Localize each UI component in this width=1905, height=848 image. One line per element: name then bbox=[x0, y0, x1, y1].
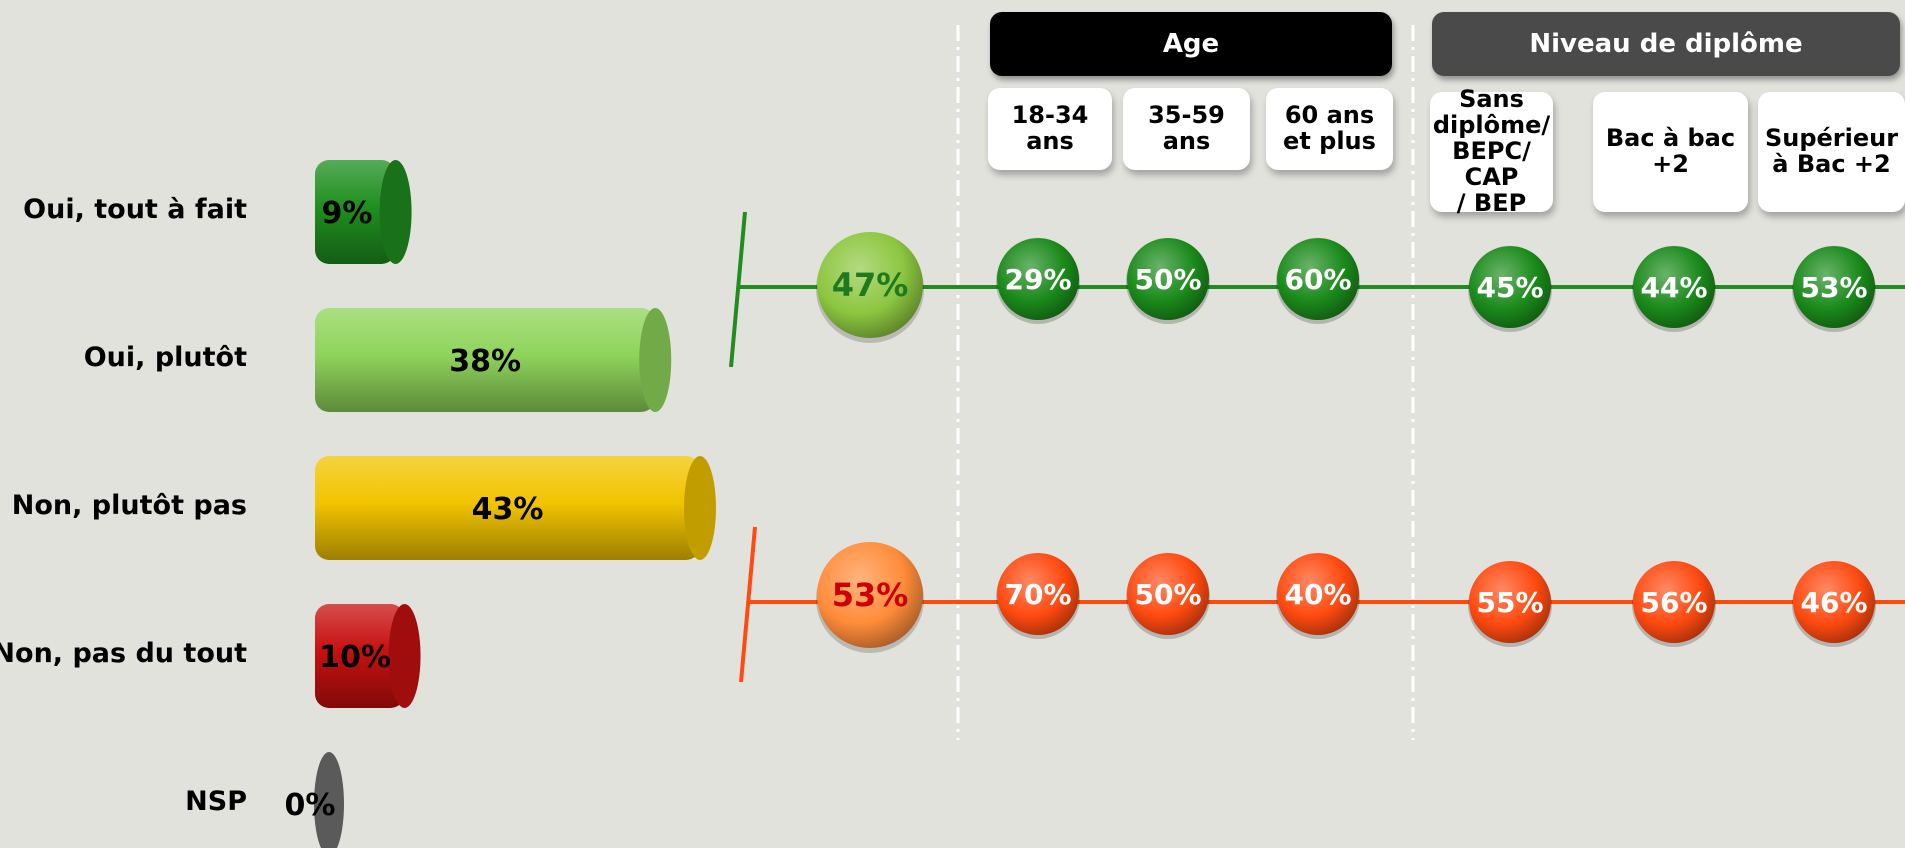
category-label: NSP bbox=[185, 786, 247, 817]
data-value-label: 46% bbox=[1800, 586, 1867, 619]
row-bracket bbox=[739, 526, 757, 683]
bar-1: 38% bbox=[315, 308, 672, 412]
bar-value-label: 43% bbox=[472, 492, 544, 527]
bar-value-label: 0% bbox=[285, 788, 336, 823]
bar-3: 10% bbox=[315, 604, 421, 708]
bar-value-label: 9% bbox=[322, 196, 373, 231]
total-bubble: 47% bbox=[816, 232, 924, 343]
category-label: Oui, tout à fait bbox=[23, 194, 247, 225]
data-bubble: 70% bbox=[996, 553, 1080, 639]
column-header: Supérieur à Bac +2 bbox=[1758, 92, 1905, 212]
column-header: 60 ans et plus bbox=[1266, 88, 1393, 170]
total-value-label: 53% bbox=[832, 576, 909, 614]
category-label: Non, plutôt pas bbox=[11, 490, 247, 521]
bar-body bbox=[315, 456, 700, 560]
bar-value-label: 38% bbox=[449, 344, 521, 379]
bar-cap bbox=[684, 456, 716, 560]
data-value-label: 29% bbox=[1004, 263, 1071, 296]
row-bracket bbox=[729, 211, 747, 368]
bar-body bbox=[315, 604, 405, 708]
category-label: Non, pas du tout bbox=[0, 638, 247, 669]
data-bubble: 53% bbox=[1792, 246, 1876, 332]
data-bubble: 45% bbox=[1468, 246, 1552, 332]
data-bubble: 46% bbox=[1792, 561, 1876, 647]
data-bubble: 60% bbox=[1276, 238, 1360, 324]
bar-cap bbox=[388, 604, 421, 708]
column-header: 18-34 ans bbox=[988, 88, 1112, 170]
column-header: 35-59 ans bbox=[1123, 88, 1250, 170]
data-bubble: 50% bbox=[1126, 553, 1210, 639]
bar-4: 0% bbox=[285, 752, 344, 848]
group-header: Niveau de diplôme bbox=[1432, 12, 1900, 76]
data-value-label: 50% bbox=[1134, 578, 1201, 611]
column-header: Bac à bac +2 bbox=[1593, 92, 1748, 212]
data-value-label: 60% bbox=[1284, 263, 1351, 296]
total-bubble: 53% bbox=[816, 542, 924, 653]
bar-2: 43% bbox=[315, 456, 716, 560]
data-bubble: 56% bbox=[1632, 561, 1716, 647]
data-value-label: 55% bbox=[1476, 586, 1543, 619]
column-header: Sans diplôme/ BEPC/ CAP / BEP bbox=[1430, 86, 1553, 216]
data-value-label: 45% bbox=[1476, 271, 1543, 304]
data-bubble: 29% bbox=[996, 238, 1080, 324]
bar-value-label: 10% bbox=[319, 640, 391, 675]
group-header: Age bbox=[990, 12, 1392, 76]
data-value-label: 40% bbox=[1284, 578, 1351, 611]
bar-cap bbox=[314, 752, 344, 848]
data-bubble: 44% bbox=[1632, 246, 1716, 332]
bar-body bbox=[315, 160, 396, 264]
data-value-label: 44% bbox=[1640, 271, 1707, 304]
total-value-label: 47% bbox=[832, 266, 909, 304]
data-value-label: 53% bbox=[1800, 271, 1867, 304]
data-bubble: 50% bbox=[1126, 238, 1210, 324]
data-value-label: 70% bbox=[1004, 578, 1071, 611]
bar-body bbox=[315, 308, 656, 412]
data-bubble: 55% bbox=[1468, 561, 1552, 647]
category-label: Oui, plutôt bbox=[83, 342, 247, 373]
bar-cap bbox=[639, 308, 672, 412]
data-value-label: 56% bbox=[1640, 586, 1707, 619]
bar-0: 9% bbox=[315, 160, 412, 264]
data-value-label: 50% bbox=[1134, 263, 1201, 296]
data-bubble: 40% bbox=[1276, 553, 1360, 639]
bar-cap bbox=[379, 160, 412, 264]
